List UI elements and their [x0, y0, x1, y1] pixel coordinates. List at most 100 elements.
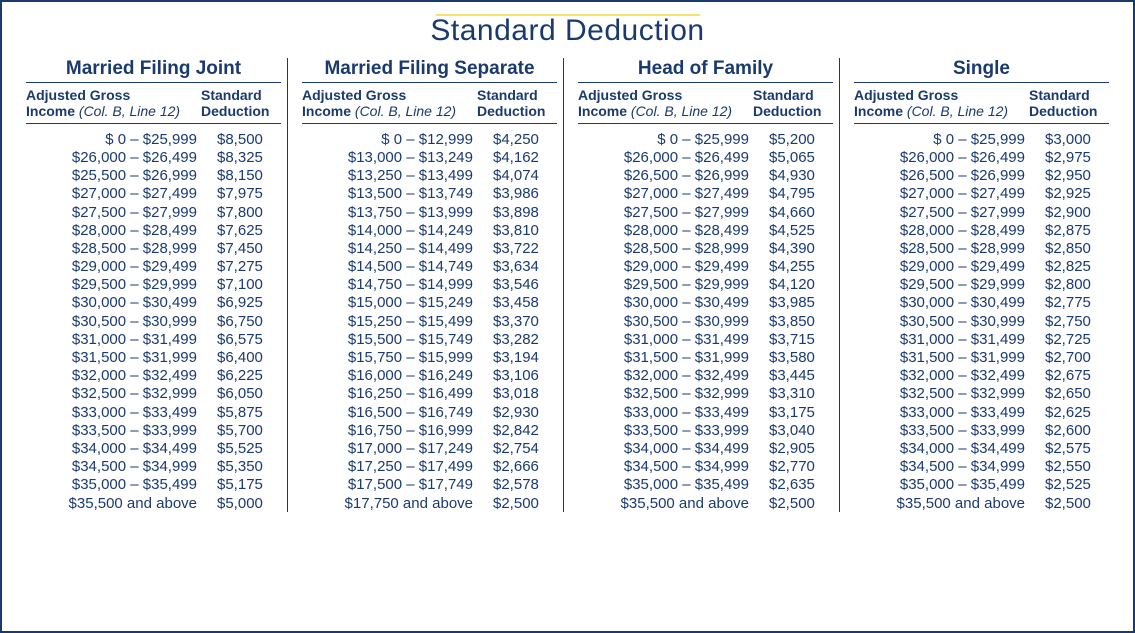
- income-range: $34,000 – $34,499: [854, 439, 1045, 457]
- table-row: $35,000 – $35,499$2,525: [854, 476, 1109, 494]
- table-row: $29,000 – $29,499$7,275: [26, 258, 281, 276]
- filing-title: Single: [854, 58, 1109, 83]
- subhead-agi-line2: Income (Col. B, Line 12): [578, 103, 753, 119]
- income-range: $27,500 – $27,999: [578, 203, 769, 221]
- table-row: $13,250 – $13,499$4,074: [302, 167, 557, 185]
- income-range: $29,000 – $29,499: [26, 258, 217, 276]
- deduction-amount: $2,775: [1045, 294, 1109, 312]
- table-row: $16,750 – $16,999$2,842: [302, 421, 557, 439]
- income-range: $28,000 – $28,499: [26, 221, 217, 239]
- table-row: $35,500 and above$5,000: [26, 494, 281, 512]
- income-range: $35,000 – $35,499: [854, 476, 1045, 494]
- deduction-amount: $5,525: [217, 439, 281, 457]
- income-range: $26,000 – $26,499: [854, 148, 1045, 166]
- income-range: $15,750 – $15,999: [302, 348, 493, 366]
- deduction-amount: $2,770: [769, 458, 833, 476]
- subhead-agi-line2: Income (Col. B, Line 12): [854, 103, 1029, 119]
- table-row: $27,500 – $27,999$7,800: [26, 203, 281, 221]
- income-range: $ 0 – $25,999: [578, 130, 769, 148]
- income-range: $33,500 – $33,999: [26, 421, 217, 439]
- table-row: $33,000 – $33,499$2,625: [854, 403, 1109, 421]
- deduction-amount: $5,065: [769, 148, 833, 166]
- subhead-agi-line1: Adjusted Gross: [578, 87, 753, 103]
- deduction-amount: $4,930: [769, 167, 833, 185]
- subhead-standard-line2: Deduction: [201, 103, 281, 119]
- income-range: $17,500 – $17,749: [302, 476, 493, 494]
- deduction-amount: $2,575: [1045, 439, 1109, 457]
- income-range: $13,500 – $13,749: [302, 185, 493, 203]
- deduction-amount: $2,550: [1045, 458, 1109, 476]
- income-range: $29,500 – $29,999: [26, 276, 217, 294]
- deduction-amount: $2,750: [1045, 312, 1109, 330]
- table-row: $34,500 – $34,999$5,350: [26, 458, 281, 476]
- income-range: $35,500 and above: [854, 494, 1045, 512]
- table-row: $17,000 – $17,249$2,754: [302, 439, 557, 457]
- deduction-amount: $7,800: [217, 203, 281, 221]
- subhead-agi-line2-label: Income: [854, 103, 903, 119]
- subhead-standard: StandardDeduction: [753, 87, 833, 119]
- table-row: $29,000 – $29,499$4,255: [578, 258, 833, 276]
- income-range: $33,500 – $33,999: [578, 421, 769, 439]
- table-row: $35,000 – $35,499$2,635: [578, 476, 833, 494]
- deduction-amount: $3,018: [493, 385, 557, 403]
- deduction-amount: $3,634: [493, 258, 557, 276]
- deduction-amount: $2,975: [1045, 148, 1109, 166]
- income-range: $31,500 – $31,999: [854, 348, 1045, 366]
- income-range: $28,500 – $28,999: [26, 239, 217, 257]
- subhead-agi-line2: Income (Col. B, Line 12): [302, 103, 477, 119]
- income-range: $33,500 – $33,999: [854, 421, 1045, 439]
- table-row: $27,000 – $27,499$7,975: [26, 185, 281, 203]
- subhead-agi-line2-note: (Col. B, Line 12): [79, 103, 180, 119]
- income-range: $29,500 – $29,999: [854, 276, 1045, 294]
- table-row: $14,250 – $14,499$3,722: [302, 239, 557, 257]
- deduction-amount: $2,525: [1045, 476, 1109, 494]
- income-range: $27,000 – $27,499: [854, 185, 1045, 203]
- income-range: $30,500 – $30,999: [26, 312, 217, 330]
- table-row: $34,000 – $34,499$2,575: [854, 439, 1109, 457]
- table-row: $32,500 – $32,999$3,310: [578, 385, 833, 403]
- subhead-standard-line1: Standard: [201, 87, 281, 103]
- income-range: $15,250 – $15,499: [302, 312, 493, 330]
- income-range: $14,750 – $14,999: [302, 276, 493, 294]
- subhead-standard-line1: Standard: [477, 87, 557, 103]
- table-row: $14,500 – $14,749$3,634: [302, 258, 557, 276]
- filing-title: Head of Family: [578, 58, 833, 83]
- income-range: $15,000 – $15,249: [302, 294, 493, 312]
- deduction-amount: $5,700: [217, 421, 281, 439]
- deduction-amount: $4,390: [769, 239, 833, 257]
- income-range: $30,500 – $30,999: [578, 312, 769, 330]
- income-range: $26,500 – $26,999: [854, 167, 1045, 185]
- deduction-amount: $3,445: [769, 367, 833, 385]
- deduction-amount: $2,625: [1045, 403, 1109, 421]
- subhead-agi-line1: Adjusted Gross: [854, 87, 1029, 103]
- income-range: $27,000 – $27,499: [26, 185, 217, 203]
- income-range: $32,000 – $32,499: [578, 367, 769, 385]
- columns-container: Married Filing JointAdjusted GrossIncome…: [20, 58, 1115, 512]
- deduction-amount: $3,458: [493, 294, 557, 312]
- income-range: $33,000 – $33,499: [578, 403, 769, 421]
- income-range: $26,500 – $26,999: [578, 167, 769, 185]
- deduction-amount: $8,325: [217, 148, 281, 166]
- table-row: $29,000 – $29,499$2,825: [854, 258, 1109, 276]
- deduction-amount: $6,575: [217, 330, 281, 348]
- income-range: $35,500 and above: [26, 494, 217, 512]
- income-range: $35,500 and above: [578, 494, 769, 512]
- table-row: $28,500 – $28,999$7,450: [26, 239, 281, 257]
- table-row: $28,000 – $28,499$2,875: [854, 221, 1109, 239]
- deduction-amount: $7,275: [217, 258, 281, 276]
- table-row: $ 0 – $25,999$3,000: [854, 130, 1109, 148]
- deduction-amount: $3,310: [769, 385, 833, 403]
- deduction-amount: $3,040: [769, 421, 833, 439]
- income-range: $30,000 – $30,499: [578, 294, 769, 312]
- deduction-amount: $6,050: [217, 385, 281, 403]
- deduction-amount: $3,986: [493, 185, 557, 203]
- deduction-amount: $4,255: [769, 258, 833, 276]
- table-row: $29,500 – $29,999$7,100: [26, 276, 281, 294]
- income-range: $14,250 – $14,499: [302, 239, 493, 257]
- table-row: $ 0 – $25,999$8,500: [26, 130, 281, 148]
- table-row: $30,500 – $30,999$3,850: [578, 312, 833, 330]
- deduction-amount: $4,525: [769, 221, 833, 239]
- deduction-amount: $2,578: [493, 476, 557, 494]
- deduction-amount: $3,546: [493, 276, 557, 294]
- income-range: $32,000 – $32,499: [26, 367, 217, 385]
